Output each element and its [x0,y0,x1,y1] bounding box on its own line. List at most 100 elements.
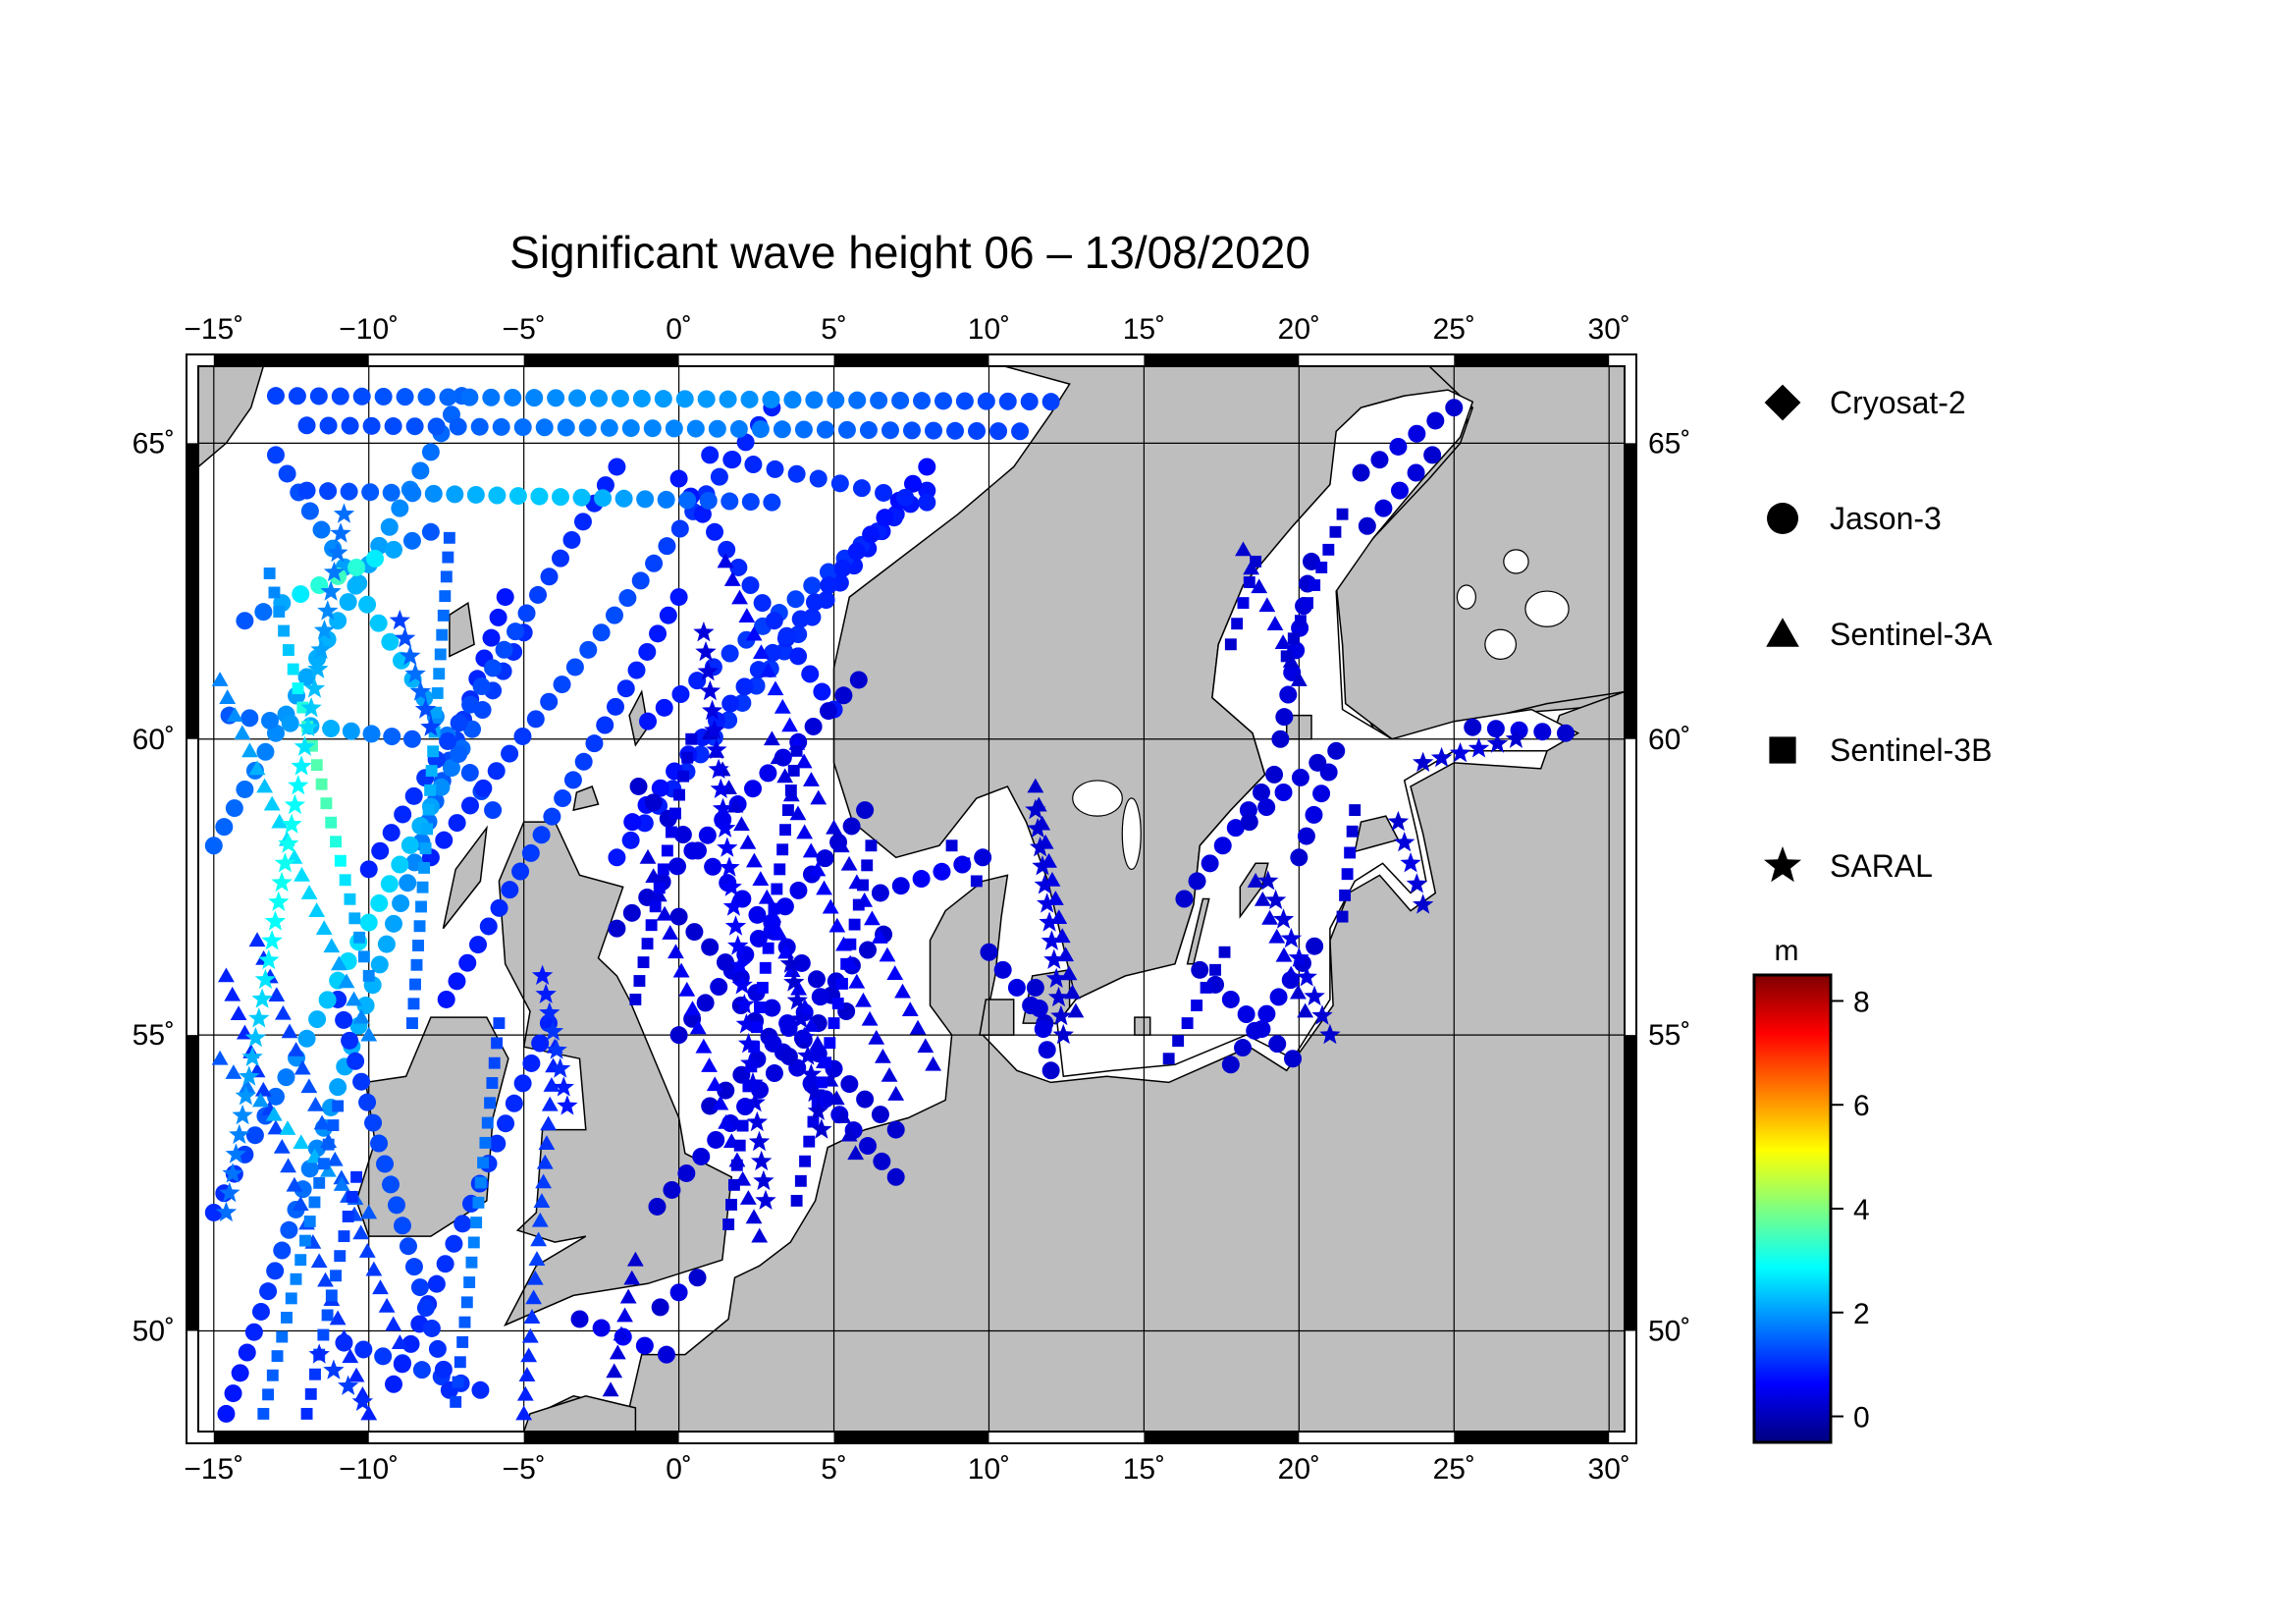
swh-point [678,981,696,997]
swh-point [739,1100,752,1112]
track-sentinel-3b [406,531,455,1030]
lat-tick-label-right: 65˚ [1648,427,1690,460]
swh-point [1486,720,1505,738]
swh-point [663,1180,681,1199]
swh-point [1226,819,1245,838]
swh-point [1201,854,1219,873]
swh-point [399,874,417,893]
swh-point [763,730,780,746]
swh-point [300,1078,318,1094]
swh-point [820,576,838,595]
swh-point [657,1345,675,1364]
swh-point [669,1026,688,1045]
swh-point [840,855,858,871]
swh-point [458,953,477,972]
swh-point [532,826,551,844]
swh-point [517,604,536,622]
swh-point [623,813,642,832]
swh-point [310,1253,328,1269]
frame-bar [187,443,198,739]
swh-point [768,902,780,915]
swh-point [535,418,554,437]
track-sentinel-3b [1162,946,1231,1065]
lake [1503,549,1529,574]
swh-point [1282,965,1300,981]
swh-point [891,391,910,409]
swh-point [382,483,400,502]
swh-point [677,770,690,783]
swh-point [251,1302,270,1321]
swh-point [434,648,447,661]
swh-point [261,711,280,730]
swh-point [697,660,719,681]
swh-point [847,1145,865,1161]
swh-point [1288,947,1309,967]
swh-point [469,936,488,954]
swh-point [1231,618,1244,630]
swh-point [344,893,356,905]
swh-point [856,1090,875,1109]
swh-point [692,1147,711,1165]
swh-point [448,972,466,991]
swh-point [361,483,380,502]
track-jason-3 [437,588,688,1008]
swh-point [1308,579,1321,591]
track-jason-3 [1026,978,1060,1080]
legend-item-sentinel-3b: Sentinel-3B [1769,732,1992,768]
swh-point [484,659,503,677]
swh-point [1312,784,1331,803]
swh-point [632,389,651,407]
swh-point [1047,986,1070,1007]
star-icon [1764,846,1801,883]
swh-point [300,502,319,520]
swh-point [638,642,657,661]
swh-point [790,1007,812,1029]
swh-point [360,1405,378,1421]
swh-point [239,1065,260,1086]
swh-point [1257,1004,1276,1023]
swh-point [266,1262,285,1280]
swh-point [319,482,338,501]
swh-point [291,755,312,776]
swh-point [465,1256,478,1269]
frame-bar [523,1432,679,1443]
swh-point [744,1091,766,1112]
swh-point [764,643,782,662]
swh-point [904,474,923,493]
swh-point [404,786,423,805]
swh-point [701,446,720,464]
lake [1456,584,1476,610]
swh-point [323,561,346,582]
swh-point [706,522,724,541]
swh-point [248,932,266,947]
swh-point [585,734,604,753]
swh-point [391,499,409,517]
swh-point [406,1017,418,1030]
swh-point [879,947,896,962]
swh-point [268,987,286,1001]
swh-point [1266,616,1284,631]
swh-point [763,999,781,1017]
swh-point [418,861,431,874]
swh-point [439,590,452,603]
swh-point [639,848,657,864]
swh-point [436,628,449,641]
swh-point [440,570,453,583]
track-sentinel-3a [826,819,942,1071]
swh-point [535,983,557,1003]
swh-point [1254,891,1271,906]
swh-point [1258,597,1276,613]
swh-point [1464,718,1482,736]
swh-point [578,418,597,437]
swh-point [662,925,679,940]
swh-point [695,1038,713,1054]
swh-point [557,418,575,437]
swh-point [901,1001,919,1017]
swh-point [745,1209,763,1224]
swh-point [394,805,412,824]
swh-point [1468,737,1490,758]
swh-point [673,788,685,801]
swh-point [637,956,650,969]
swh-point [1408,424,1426,443]
swh-point [384,914,402,933]
